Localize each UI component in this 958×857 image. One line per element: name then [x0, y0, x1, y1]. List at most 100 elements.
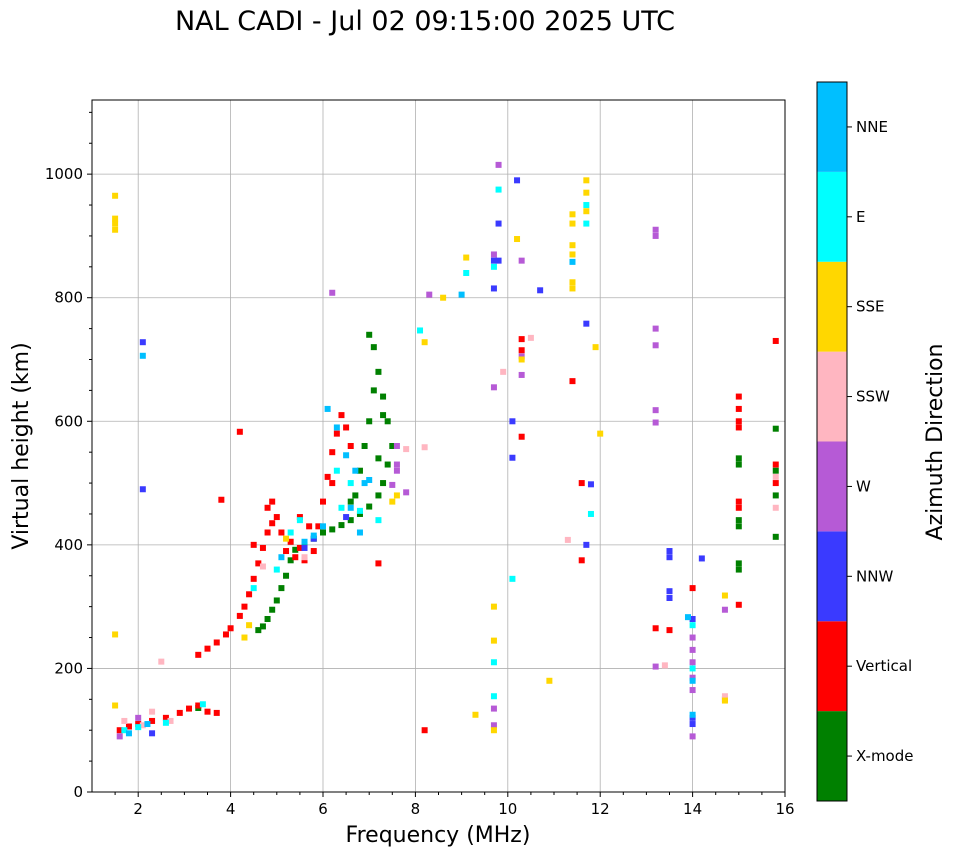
data-point: [162, 714, 169, 721]
data-point: [246, 591, 253, 598]
data-point: [490, 251, 497, 258]
data-point: [139, 722, 146, 729]
data-point: [587, 481, 594, 488]
data-point: [380, 393, 387, 400]
data-point: [652, 342, 659, 349]
data-point: [661, 662, 668, 669]
data-point: [320, 523, 326, 530]
data-point: [356, 529, 363, 536]
data-point: [490, 285, 497, 292]
data-point: [689, 674, 696, 681]
data-point: [287, 529, 294, 536]
data-point: [652, 232, 659, 239]
data-point: [735, 504, 742, 511]
data-point: [583, 208, 590, 215]
data-point: [324, 405, 331, 412]
data-point: [380, 412, 387, 419]
data-point: [735, 517, 742, 524]
data-point: [370, 344, 377, 351]
data-point: [144, 721, 151, 728]
data-point: [236, 612, 243, 619]
data-point: [246, 622, 253, 629]
colorbar-label-ssw: SSW: [856, 388, 890, 406]
data-point: [375, 455, 382, 462]
data-point: [218, 496, 225, 503]
colorbar-segment: [817, 82, 847, 172]
data-point: [735, 424, 742, 431]
data-point: [213, 709, 220, 716]
data-point: [329, 289, 336, 296]
data-point: [689, 616, 696, 622]
data-point: [278, 554, 285, 561]
data-point: [509, 418, 516, 425]
data-point: [227, 625, 234, 632]
colorbar-segment: [817, 441, 847, 532]
data-point: [772, 473, 779, 480]
data-point: [592, 344, 599, 351]
data-point: [518, 356, 525, 363]
x-tick-label: 12: [591, 800, 610, 818]
data-point: [121, 717, 128, 724]
data-point: [689, 687, 696, 694]
data-point: [301, 544, 308, 551]
data-point: [296, 514, 303, 521]
data-point: [255, 627, 262, 634]
colorbar-label: Azimuth Direction: [923, 343, 948, 540]
data-point: [310, 548, 317, 555]
data-point: [569, 378, 576, 385]
data-point: [518, 336, 525, 343]
data-point: [259, 544, 266, 551]
data-point: [393, 461, 400, 468]
data-point: [514, 236, 521, 243]
data-point: [490, 384, 497, 391]
data-point: [518, 371, 525, 378]
data-point: [283, 535, 290, 542]
data-point: [236, 428, 243, 435]
data-point: [384, 418, 391, 425]
series-w: [116, 161, 728, 740]
data-point: [259, 563, 266, 570]
data-point: [343, 452, 350, 459]
data-point: [186, 705, 193, 712]
data-point: [301, 557, 308, 564]
data-point: [199, 701, 206, 708]
data-point: [735, 393, 742, 400]
data-point: [361, 443, 368, 449]
data-point: [195, 651, 202, 658]
colorbar-segment: [817, 621, 847, 712]
data-point: [121, 727, 128, 734]
chart-title: NAL CADI - Jul 02 09:15:00 2025 UTC: [174, 6, 676, 37]
data-point: [149, 717, 156, 724]
data-point: [320, 498, 326, 505]
data-point: [666, 588, 673, 595]
data-point: [772, 461, 779, 468]
data-point: [509, 575, 516, 582]
data-point: [569, 220, 576, 227]
data-point: [689, 646, 696, 653]
data-point: [222, 631, 229, 638]
data-point: [158, 658, 165, 665]
data-point: [125, 723, 132, 730]
data-point: [393, 467, 400, 474]
data-point: [490, 257, 497, 264]
data-point: [333, 467, 340, 474]
data-point: [490, 727, 497, 734]
data-point: [527, 334, 534, 341]
data-point: [490, 705, 497, 712]
data-point: [301, 541, 308, 548]
y-tick-label: 800: [54, 289, 83, 307]
data-point: [684, 614, 691, 621]
y-tick-label: 600: [54, 412, 83, 430]
x-axis-label: Frequency (MHz): [346, 823, 531, 848]
x-tick-label: 6: [318, 800, 328, 818]
data-point: [490, 659, 497, 666]
data-point: [380, 480, 387, 487]
data-point: [112, 702, 119, 709]
data-point: [689, 634, 696, 641]
colorbar-segment: [817, 711, 847, 801]
data-point: [366, 418, 373, 425]
data-point: [338, 522, 345, 529]
data-point: [167, 717, 174, 724]
data-point: [689, 585, 696, 592]
data-point: [472, 711, 479, 718]
